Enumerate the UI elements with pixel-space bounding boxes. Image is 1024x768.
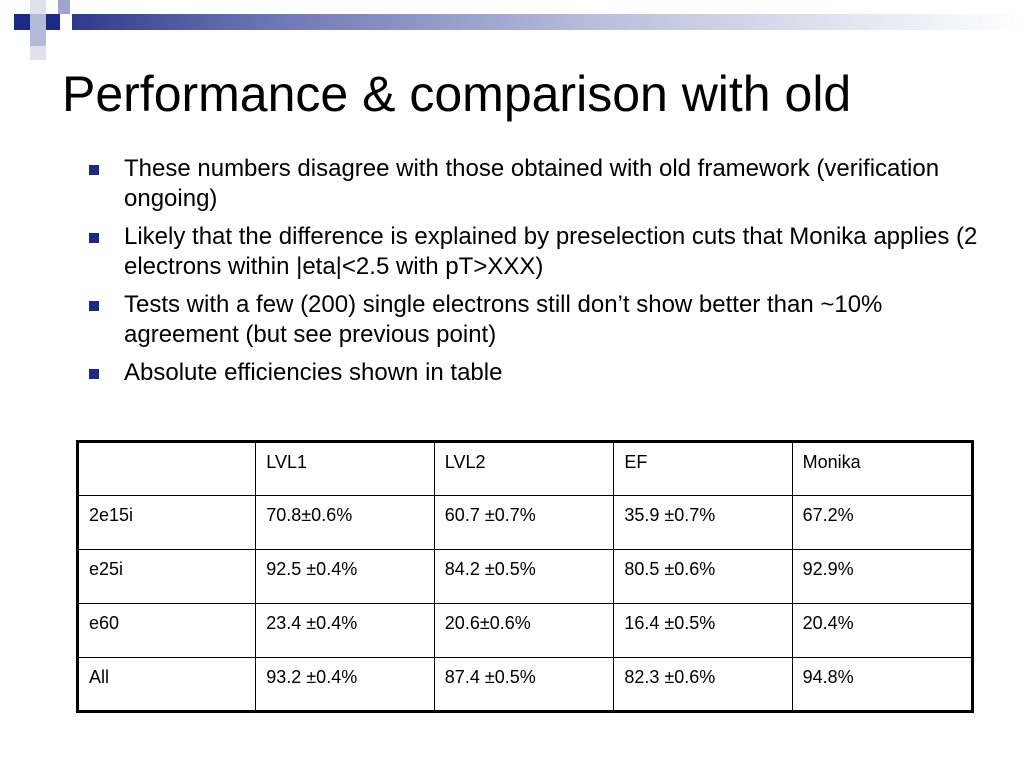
bullet-text: Tests with a few (200) single electrons … [124, 291, 883, 348]
bullet-list: These numbers disagree with those obtain… [86, 154, 986, 396]
table-cell: 20.6±0.6% [433, 603, 615, 658]
table-cell: 70.8±0.6% [255, 495, 435, 550]
bullet-item: Likely that the difference is explained … [86, 222, 986, 282]
table-cell: 60.7 ±0.7% [433, 495, 615, 550]
deco-square [30, 14, 46, 30]
table-row: e25i 92.5 ±0.4% 84.2 ±0.5% 80.5 ±0.6% 92… [76, 549, 974, 604]
table-cell: 94.8% [791, 657, 974, 712]
bullet-text: Likely that the difference is explained … [124, 223, 978, 280]
table-cell: 84.2 ±0.5% [433, 549, 615, 604]
table-row: All 93.2 ±0.4% 87.4 ±0.5% 82.3 ±0.6% 94.… [76, 657, 974, 712]
table-cell: 67.2% [791, 495, 974, 550]
table-header-cell: EF [613, 441, 793, 496]
table-cell: 35.9 ±0.7% [613, 495, 793, 550]
table-row: 2e15i 70.8±0.6% 60.7 ±0.7% 35.9 ±0.7% 67… [76, 495, 974, 550]
table-cell: 87.4 ±0.5% [433, 657, 615, 712]
table-header-cell: LVL1 [255, 441, 435, 496]
bullet-text: These numbers disagree with those obtain… [124, 155, 940, 212]
square-bullet-icon [89, 369, 99, 379]
table-cell: 2e15i [76, 495, 257, 550]
table-cell: 92.9% [791, 549, 974, 604]
deco-square [58, 0, 70, 14]
deco-square [30, 46, 46, 60]
bullet-item: These numbers disagree with those obtain… [86, 154, 986, 214]
bullet-item: Tests with a few (200) single electrons … [86, 290, 986, 350]
bullet-item: Absolute efficiencies shown in table [86, 358, 986, 388]
table-cell: 20.4% [791, 603, 974, 658]
table-cell: e25i [76, 549, 257, 604]
table-cell: 92.5 ±0.4% [255, 549, 435, 604]
table-header-row: LVL1 LVL2 EF Monika [76, 441, 974, 496]
deco-square [0, 0, 14, 14]
efficiency-table: LVL1 LVL2 EF Monika 2e15i 70.8±0.6% 60.7… [76, 440, 974, 713]
deco-square [46, 30, 62, 46]
table-header-cell: LVL2 [433, 441, 615, 496]
deco-square [46, 14, 60, 30]
deco-square [14, 14, 30, 30]
slide-title: Performance & comparison with old [62, 66, 852, 122]
table-cell: 16.4 ±0.5% [613, 603, 793, 658]
table-cell: 23.4 ±0.4% [255, 603, 435, 658]
table-cell: 93.2 ±0.4% [255, 657, 435, 712]
table-cell: All [76, 657, 257, 712]
bullet-text: Absolute efficiencies shown in table [124, 359, 503, 386]
deco-square [30, 30, 46, 46]
table-cell: e60 [76, 603, 257, 658]
deco-square [30, 0, 46, 14]
square-bullet-icon [89, 233, 99, 243]
table-row: e60 23.4 ±0.4% 20.6±0.6% 16.4 ±0.5% 20.4… [76, 603, 974, 658]
square-bullet-icon [89, 165, 99, 175]
table-cell: 80.5 ±0.6% [613, 549, 793, 604]
table-header-cell: Monika [791, 441, 974, 496]
square-bullet-icon [89, 301, 99, 311]
table-header-cell [76, 441, 257, 496]
table-cell: 82.3 ±0.6% [613, 657, 793, 712]
header-band [72, 14, 1024, 30]
